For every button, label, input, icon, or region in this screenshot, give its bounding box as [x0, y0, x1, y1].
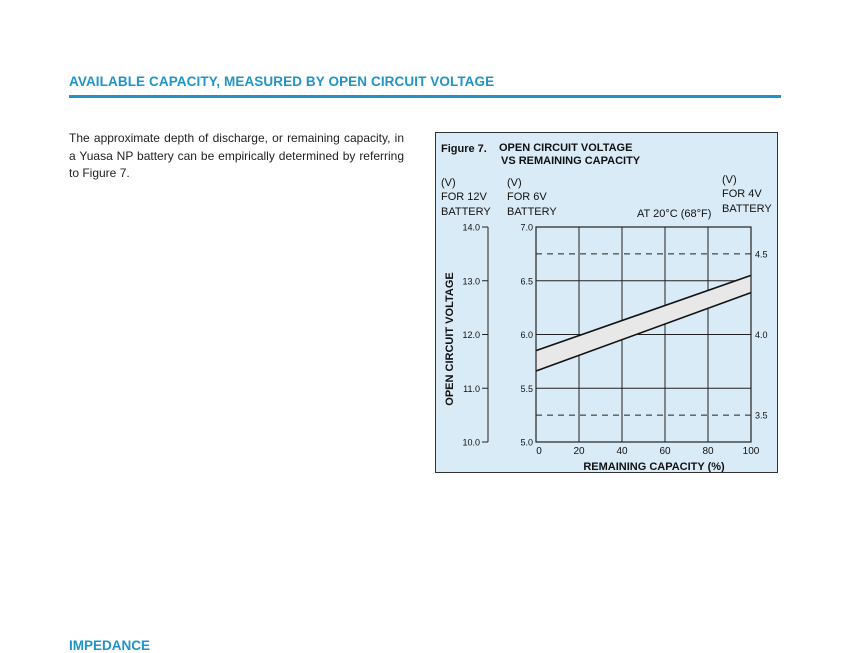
axis-6v-label-6.5: 6.5	[520, 276, 533, 286]
x-tick-label-80: 80	[702, 446, 714, 457]
x-tick-label-20: 20	[573, 446, 585, 457]
chart-subtitle: VS REMAINING CAPACITY	[501, 155, 641, 167]
x-tick-label-100: 100	[743, 446, 760, 457]
axis-12v-ticks: 14.0 13.0 12.0 11.0 10.0	[462, 223, 488, 448]
plot-area	[535, 226, 752, 443]
grid	[536, 227, 751, 442]
voltage-band-fill	[536, 275, 751, 372]
axis-6v-header-unit: (V)	[507, 177, 522, 189]
axis-12v-label-11: 11.0	[463, 384, 480, 394]
axis-6v-header-for: FOR 6V	[507, 191, 547, 203]
y-axis-title: OPEN CIRCUIT VOLTAGE	[444, 272, 456, 405]
x-tick-label-60: 60	[659, 446, 671, 457]
axis-4v-label-4.5: 4.5	[755, 249, 768, 259]
axis-4v-header-for: FOR 4V	[722, 188, 762, 200]
chart-svg: Figure 7. OPEN CIRCUIT VOLTAGE VS REMAIN…	[441, 142, 772, 473]
axis-4v-header-unit: (V)	[722, 174, 737, 186]
axis-12v-label-14: 14.0	[462, 223, 480, 233]
reference-lines	[536, 253, 754, 416]
title-rule	[69, 95, 781, 98]
axis-12v-label-10: 10.0	[462, 438, 480, 448]
axis-6v-label-6: 6.0	[520, 330, 533, 340]
axis-12v-header-for: FOR 12V	[441, 191, 488, 203]
axis-4v-ticks: 4.5 4.0 3.5	[755, 249, 768, 420]
axis-6v-header-battery: BATTERY	[507, 206, 557, 218]
x-axis-title: REMAINING CAPACITY (%)	[583, 461, 725, 473]
next-section-title: IMPEDANCE	[69, 638, 151, 653]
voltage-band-lower-edge	[535, 291, 752, 372]
body-paragraph: The approximate depth of discharge, or r…	[69, 131, 404, 180]
axis-4v-label-3.5: 3.5	[755, 411, 768, 421]
axis-4v-header-battery: BATTERY	[722, 203, 772, 215]
axis-12v-label-13: 13.0	[462, 276, 480, 286]
voltage-band-upper-edge	[535, 274, 752, 352]
figure-7: Figure 7. OPEN CIRCUIT VOLTAGE VS REMAIN…	[435, 132, 778, 473]
axis-6v-label-5: 5.0	[520, 438, 533, 448]
figure-label: Figure 7.	[441, 143, 487, 155]
axis-12v-header-unit: (V)	[441, 177, 456, 189]
axis-4v-label-4: 4.0	[755, 330, 768, 340]
axis-6v-ticks: 7.0 6.5 6.0 5.5 5.0	[520, 223, 533, 448]
x-ticks: 0 20 40 60 80 100	[536, 446, 760, 457]
condition-note: AT 20°C (68°F)	[637, 208, 711, 220]
chart-title: OPEN CIRCUIT VOLTAGE	[499, 142, 632, 154]
x-tick-label-40: 40	[616, 446, 628, 457]
axis-6v-label-7: 7.0	[520, 223, 533, 233]
x-tick-label-0: 0	[536, 446, 542, 457]
section-title: AVAILABLE CAPACITY, MEASURED BY OPEN CIR…	[69, 74, 495, 89]
axis-6v-label-5.5: 5.5	[520, 384, 533, 394]
axis-12v-header-battery: BATTERY	[441, 206, 491, 218]
axis-12v-label-12: 12.0	[462, 330, 480, 340]
